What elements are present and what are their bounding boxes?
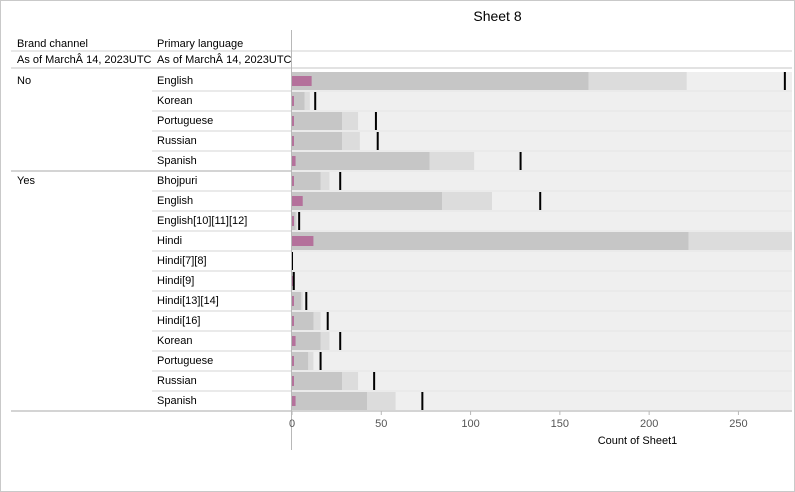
- value-bar: [292, 196, 303, 206]
- x-tick-label: 0: [289, 418, 295, 430]
- row-label: Korean: [157, 335, 193, 347]
- row-label: Hindi[13][14]: [157, 295, 219, 307]
- row-label: English[10][11][12]: [157, 215, 248, 227]
- primary-language-header[interactable]: Primary language: [157, 38, 244, 50]
- band-inner: [292, 232, 689, 250]
- value-bar: [292, 176, 294, 186]
- band-outer: [292, 212, 792, 230]
- row-label: Portuguese: [157, 115, 214, 127]
- band-inner: [292, 132, 342, 150]
- band-inner: [292, 112, 342, 130]
- band-inner: [292, 312, 314, 330]
- value-bar: [292, 236, 314, 246]
- row-label: Portuguese: [157, 355, 214, 367]
- brand-channel-header[interactable]: Brand channel: [17, 38, 88, 50]
- row-label: Hindi[9]: [157, 275, 195, 287]
- row-label: Hindi[7][8]: [157, 255, 207, 267]
- band-inner: [292, 172, 321, 190]
- row-label: Russian: [157, 375, 197, 387]
- band-outer: [292, 92, 792, 110]
- value-bar: [292, 96, 294, 106]
- value-bar: [292, 156, 296, 166]
- row-label: Korean: [157, 95, 193, 107]
- value-bar: [292, 76, 312, 86]
- band-outer: [292, 292, 792, 310]
- band-outer: [292, 252, 792, 270]
- x-tick-label: 250: [729, 418, 747, 430]
- row-label: Russian: [157, 135, 197, 147]
- value-bar: [292, 356, 294, 366]
- x-tick-label: 200: [640, 418, 658, 430]
- row-label: English: [157, 195, 194, 207]
- value-bar: [292, 136, 294, 146]
- band-inner: [292, 192, 442, 210]
- group-label-no: No: [17, 75, 32, 87]
- row-label: Bhojpuri: [157, 175, 198, 187]
- band-inner: [292, 352, 309, 370]
- chart-title: Sheet 8: [473, 8, 522, 24]
- band-outer: [292, 272, 792, 290]
- value-bar: [292, 316, 294, 326]
- band-outer: [292, 132, 792, 150]
- x-axis-title: Count of Sheet1: [597, 435, 678, 447]
- row-label: Spanish: [157, 395, 197, 407]
- brand-as-of-label: As of MarchÂ 14, 2023UTC: [17, 54, 152, 66]
- x-tick-label: 50: [375, 418, 387, 430]
- x-tick-label: 100: [461, 418, 479, 430]
- band-inner: [292, 372, 342, 390]
- band-inner: [292, 72, 589, 90]
- band-inner: [292, 332, 321, 350]
- row-label: Spanish: [157, 155, 197, 167]
- band-inner: [292, 92, 305, 110]
- band-outer: [292, 112, 792, 130]
- band-outer: [292, 172, 792, 190]
- row-label: Hindi[16]: [157, 315, 201, 327]
- value-bar: [292, 116, 294, 126]
- band-outer: [292, 332, 792, 350]
- band-inner: [292, 152, 430, 170]
- band-outer: [292, 392, 792, 410]
- band-outer: [292, 372, 792, 390]
- language-as-of-label: As of MarchÂ 14, 2023UTC: [157, 54, 292, 66]
- x-tick-label: 150: [551, 418, 569, 430]
- value-bar: [292, 216, 294, 226]
- row-label: Hindi: [157, 235, 183, 247]
- group-label-yes: Yes: [17, 175, 35, 187]
- value-bar: [292, 376, 294, 386]
- band-outer: [292, 312, 792, 330]
- row-label: English: [157, 75, 194, 87]
- value-bar: [292, 336, 296, 346]
- value-bar: [292, 296, 294, 306]
- band-outer: [292, 352, 792, 370]
- band-inner: [292, 292, 301, 310]
- band-inner: [292, 392, 367, 410]
- value-bar: [292, 396, 296, 406]
